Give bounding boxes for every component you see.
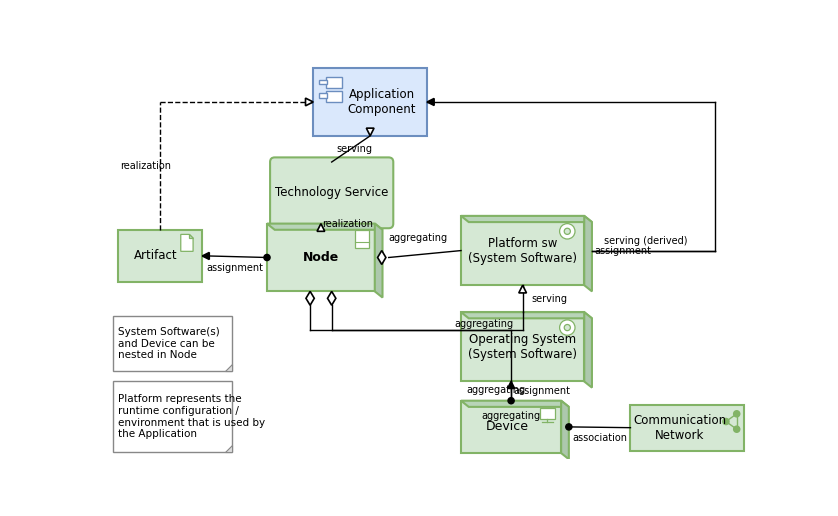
Text: serving: serving bbox=[337, 144, 373, 154]
Bar bbox=[113, 381, 232, 453]
Polygon shape bbox=[584, 216, 592, 292]
Polygon shape bbox=[317, 223, 325, 231]
Text: Application
Component: Application Component bbox=[348, 88, 416, 116]
Text: realization: realization bbox=[121, 161, 172, 171]
Bar bbox=[313, 68, 427, 136]
Polygon shape bbox=[561, 401, 569, 459]
Bar bbox=[461, 312, 584, 381]
Bar bbox=[319, 79, 327, 84]
Bar bbox=[117, 230, 202, 282]
Text: assignment: assignment bbox=[594, 246, 651, 255]
Polygon shape bbox=[225, 364, 232, 372]
Polygon shape bbox=[427, 99, 434, 105]
Text: Communication
Network: Communication Network bbox=[634, 414, 727, 442]
Polygon shape bbox=[508, 381, 515, 389]
Circle shape bbox=[733, 426, 740, 432]
Polygon shape bbox=[306, 292, 314, 305]
Bar bbox=[461, 401, 561, 453]
Circle shape bbox=[733, 411, 740, 417]
Bar bbox=[354, 230, 369, 248]
Bar bbox=[325, 77, 343, 88]
Circle shape bbox=[564, 325, 571, 331]
Text: serving: serving bbox=[531, 294, 567, 304]
Polygon shape bbox=[328, 292, 336, 305]
Text: Operating System
(System Software): Operating System (System Software) bbox=[468, 333, 577, 361]
Text: assignment: assignment bbox=[206, 263, 263, 273]
Polygon shape bbox=[306, 98, 313, 106]
Polygon shape bbox=[225, 445, 232, 453]
Text: Platform sw
(System Software): Platform sw (System Software) bbox=[468, 236, 577, 265]
Text: realization: realization bbox=[323, 219, 374, 229]
Polygon shape bbox=[378, 251, 385, 264]
Text: Platform represents the
runtime configuration /
environment that is used by
the : Platform represents the runtime configur… bbox=[117, 395, 265, 439]
Polygon shape bbox=[461, 401, 569, 407]
Polygon shape bbox=[189, 234, 193, 238]
Polygon shape bbox=[202, 252, 210, 260]
Text: Artifact: Artifact bbox=[134, 249, 178, 263]
Polygon shape bbox=[461, 312, 592, 318]
FancyBboxPatch shape bbox=[270, 157, 393, 228]
Bar bbox=[319, 93, 327, 98]
Circle shape bbox=[560, 320, 575, 335]
Polygon shape bbox=[584, 312, 592, 388]
Bar bbox=[540, 409, 555, 419]
Text: Technology Service: Technology Service bbox=[275, 186, 388, 199]
Bar bbox=[267, 223, 375, 292]
Text: Device: Device bbox=[486, 421, 529, 433]
Bar bbox=[325, 91, 343, 102]
Bar bbox=[461, 216, 584, 285]
Text: aggregating: aggregating bbox=[482, 411, 541, 421]
Circle shape bbox=[264, 254, 270, 261]
Circle shape bbox=[723, 418, 729, 425]
Text: association: association bbox=[572, 433, 627, 443]
Polygon shape bbox=[181, 234, 193, 251]
Text: aggregating: aggregating bbox=[454, 319, 514, 329]
Text: assignment: assignment bbox=[514, 386, 571, 396]
Text: aggregating: aggregating bbox=[466, 385, 525, 395]
Text: serving (derived): serving (derived) bbox=[604, 236, 688, 246]
Text: aggregating: aggregating bbox=[388, 233, 447, 243]
Bar bbox=[630, 405, 744, 451]
Bar bbox=[113, 316, 232, 372]
Circle shape bbox=[566, 424, 572, 430]
Polygon shape bbox=[461, 216, 592, 222]
Circle shape bbox=[508, 398, 515, 404]
Text: System Software(s)
and Device can be
nested in Node: System Software(s) and Device can be nes… bbox=[117, 327, 220, 360]
Text: Node: Node bbox=[303, 251, 339, 264]
Polygon shape bbox=[366, 128, 374, 136]
Polygon shape bbox=[519, 285, 526, 293]
Circle shape bbox=[564, 228, 571, 234]
Polygon shape bbox=[267, 223, 382, 230]
Polygon shape bbox=[375, 223, 382, 298]
Circle shape bbox=[560, 223, 575, 239]
